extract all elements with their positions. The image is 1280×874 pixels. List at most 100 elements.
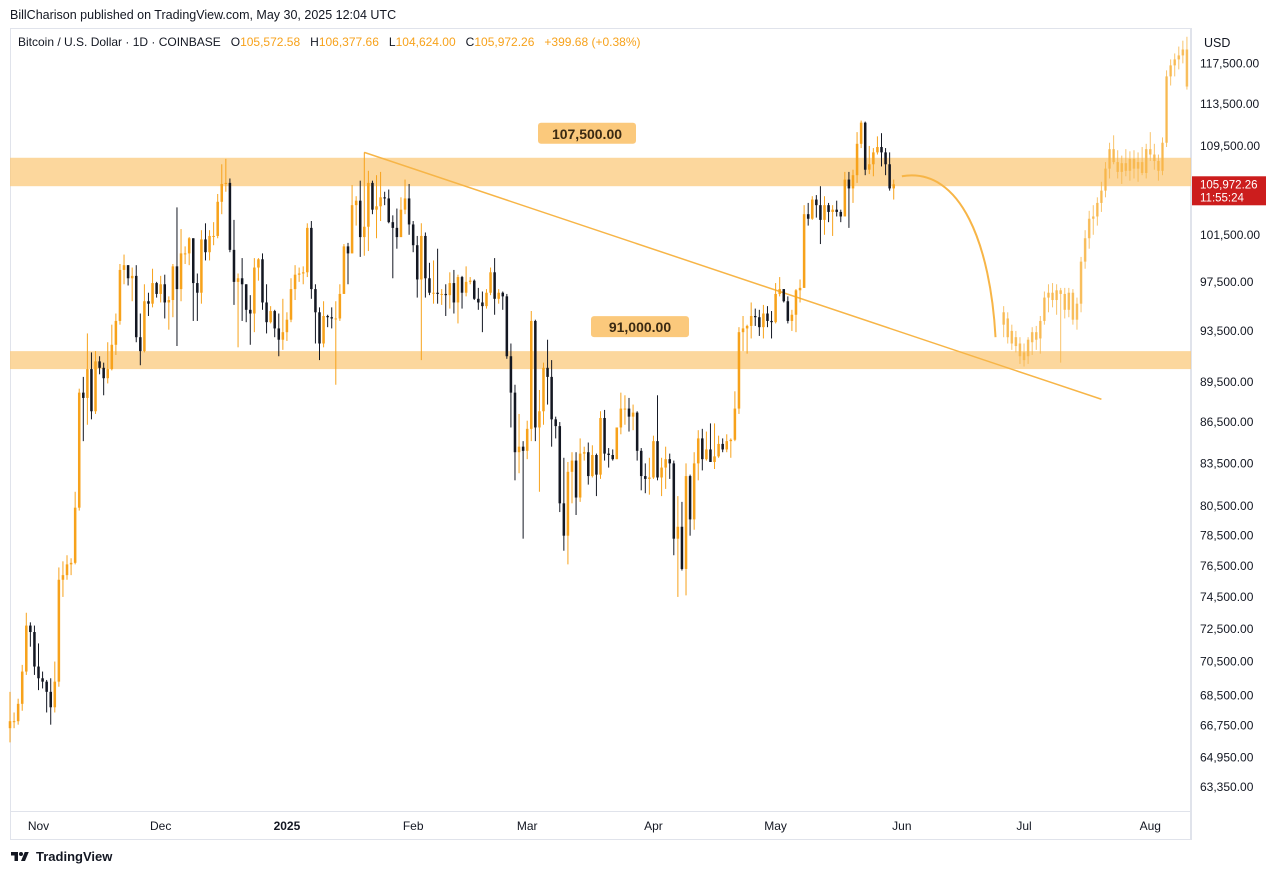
candle <box>220 183 224 202</box>
candle <box>118 269 122 321</box>
candle <box>619 408 623 428</box>
candle <box>86 369 89 398</box>
candle <box>57 579 61 682</box>
candle <box>481 302 484 307</box>
candle <box>147 301 150 304</box>
candle <box>790 314 794 321</box>
candle <box>350 205 354 254</box>
projection-candle <box>1185 49 1189 87</box>
candle <box>778 289 781 294</box>
candle <box>346 246 350 254</box>
projection-candle <box>1169 65 1172 77</box>
price-tick-label: 64,950.00 <box>1200 751 1254 765</box>
projection-candle <box>1022 352 1026 361</box>
tradingview-footer[interactable]: TradingView <box>10 849 112 864</box>
candle <box>684 476 688 569</box>
high-label: H <box>310 35 319 49</box>
candle <box>631 412 635 417</box>
high-value: 106,377.66 <box>318 35 379 49</box>
projection-candle <box>1128 158 1132 171</box>
candle <box>265 302 268 323</box>
projection-candle <box>1063 293 1067 310</box>
candle <box>45 681 48 692</box>
candle <box>550 376 553 420</box>
candle <box>745 325 749 329</box>
candle <box>106 369 110 379</box>
candle <box>424 235 427 279</box>
candle <box>497 292 500 299</box>
candle <box>595 454 598 475</box>
chart-pane[interactable] <box>10 28 1191 812</box>
candle <box>591 454 594 477</box>
price-tick-label: 70,500.00 <box>1200 655 1254 669</box>
candle <box>464 281 468 293</box>
projection-candle <box>1002 312 1005 325</box>
candle <box>876 147 879 153</box>
candle <box>562 503 566 536</box>
candle <box>566 471 570 536</box>
projection-candle <box>1026 339 1030 357</box>
candle <box>244 284 248 310</box>
change-value: +399.68 (+0.38%) <box>544 35 641 49</box>
zone-band <box>10 157 1191 187</box>
candle <box>587 452 590 477</box>
candle <box>94 361 97 412</box>
candle <box>179 253 183 290</box>
projection-candle <box>1161 142 1164 171</box>
projection-candle <box>1181 49 1185 56</box>
projection-candle <box>1116 162 1119 172</box>
time-axis[interactable] <box>10 812 1191 840</box>
close-value: 105,972.26 <box>474 35 535 49</box>
candle <box>692 463 696 520</box>
candle <box>436 292 439 294</box>
candle <box>110 344 114 370</box>
candle <box>827 205 830 212</box>
candle <box>603 417 606 454</box>
candle <box>387 198 390 223</box>
candle <box>159 284 162 294</box>
price-tick-label: 80,500.00 <box>1200 499 1254 513</box>
candle <box>717 443 720 457</box>
candle <box>330 317 333 319</box>
time-tick-label: 2025 <box>274 819 301 833</box>
time-tick-label: Mar <box>517 819 538 833</box>
candle <box>733 408 737 440</box>
candle <box>204 239 207 253</box>
price-axis[interactable] <box>1191 28 1280 840</box>
candle <box>285 319 289 333</box>
candle <box>375 206 378 210</box>
candle <box>334 318 338 320</box>
candle <box>338 293 342 319</box>
candle <box>301 272 305 274</box>
open-value: 105,572.58 <box>240 35 301 49</box>
candle <box>786 301 790 321</box>
candle <box>546 367 549 377</box>
candle <box>306 227 309 273</box>
projection-candle <box>1112 149 1115 163</box>
candle <box>403 198 407 210</box>
projection-candle <box>1100 190 1103 203</box>
projection-candle <box>1108 149 1111 169</box>
candle <box>444 293 448 296</box>
candle <box>155 283 158 294</box>
zone-label: 91,000.00 <box>591 316 689 338</box>
candle <box>114 320 118 345</box>
candle <box>139 337 142 352</box>
projection-candle <box>1120 163 1124 172</box>
candle <box>371 182 374 210</box>
candle <box>639 450 643 477</box>
candle <box>212 235 215 237</box>
price-tick-label: 93,500.00 <box>1200 324 1254 338</box>
currency-label[interactable]: USD <box>1204 36 1231 50</box>
candle <box>8 721 12 729</box>
projection-candle <box>1079 261 1083 304</box>
candle <box>558 426 562 504</box>
low-label: L <box>388 35 396 49</box>
projection-candle <box>1140 162 1144 173</box>
projection-candle <box>1030 332 1034 343</box>
time-tick-label: Feb <box>403 819 424 833</box>
candle <box>863 122 867 170</box>
candle <box>69 562 73 565</box>
zone-label: 107,500.00 <box>538 122 636 144</box>
candle <box>175 266 179 290</box>
